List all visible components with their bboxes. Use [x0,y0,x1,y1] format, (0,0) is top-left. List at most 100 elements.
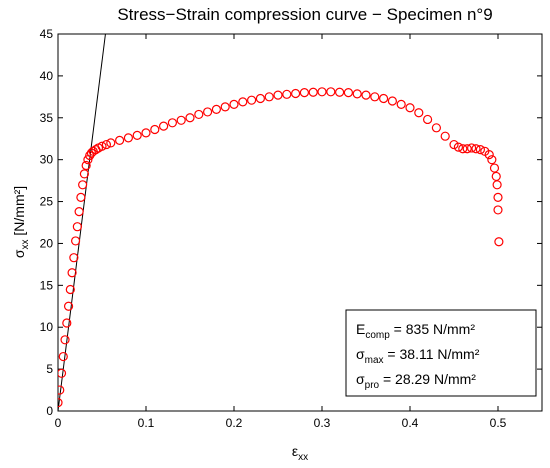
y-tick-label: 0 [46,404,53,418]
data-point [185,113,195,123]
data-point [467,143,477,153]
data-point [493,205,503,215]
data-point [462,144,472,154]
data-point [114,135,125,145]
data-point [343,88,353,98]
data-point [317,87,327,97]
data-point [69,253,79,263]
data-point [370,92,380,102]
y-axis-label: σxx [N/mm²] [11,186,31,258]
data-point [308,87,318,97]
data-point [60,335,70,345]
data-point [453,142,463,152]
data-point [414,108,424,118]
data-point [492,180,502,190]
data-point [81,160,91,171]
data-point [67,268,77,278]
data-point [475,145,485,155]
data-point [70,236,81,246]
elastic-fit-line-layer [58,34,106,411]
y-tick-label: 35 [40,111,54,125]
data-point [203,107,213,117]
data-point [132,130,142,140]
legend-entry-sigma-max: σmax = 38.11 N/mm² [356,346,480,366]
data-point [361,90,371,100]
data-point [58,351,68,362]
data-point [379,93,389,104]
x-tick-label: 0 [55,416,62,430]
data-point [72,222,82,232]
data-point [176,115,186,125]
data-point [335,87,345,97]
data-point [220,102,230,112]
data-point [282,89,292,99]
data-point [63,301,74,311]
legend-entry-ecomp: Ecomp = 835 N/mm² [356,321,475,341]
data-point [431,123,441,133]
x-tick-label: 0.5 [490,416,507,430]
legend-box: Ecomp = 835 N/mm² σmax = 38.11 N/mm² σpr… [345,309,537,397]
chart-title: Stress−Strain compression curve − Specim… [117,5,492,24]
data-point [487,155,497,165]
data-point [194,109,204,120]
data-point [238,97,248,107]
data-point [65,284,75,295]
data-point [396,99,406,109]
y-tick-label: 15 [40,278,54,292]
data-point [62,318,72,328]
data-point [229,99,239,109]
data-point [159,121,169,131]
y-tick-label: 40 [40,69,54,83]
data-point [299,88,309,98]
y-tick-label: 45 [40,27,54,41]
x-tick-label: 0.4 [402,416,419,430]
x-axis-label-main: ε [292,443,298,459]
data-point [211,104,221,115]
data-point [484,150,494,160]
x-tick-label: 0.1 [138,416,155,430]
data-point [247,95,257,105]
data-point [489,163,500,173]
data-point [440,131,450,141]
data-point [352,89,362,99]
data-point [58,398,63,408]
elastic-fit-line [58,34,106,411]
y-tick-label: 10 [40,320,54,334]
y-axis-ticks: 0 5 10 15 20 25 30 35 40 45 [40,27,542,418]
data-point [493,192,503,202]
data-point [291,88,301,99]
data-point [326,87,336,97]
y-tick-label: 5 [46,362,53,376]
data-markers-layer [58,87,506,408]
y-axis-label-main: σ [11,249,27,258]
data-point [255,93,265,104]
y-axis-label-unit: [N/mm²] [11,186,27,240]
legend-entry-sigma-pro: σpro = 28.29 N/mm² [356,371,476,391]
legend-frame [345,309,537,397]
x-axis-ticks: 0 0.1 0.2 0.3 0.4 0.5 [55,34,507,430]
plot-area-frame [57,33,543,412]
data-point [449,139,459,150]
data-point [405,103,415,113]
data-point [423,114,433,125]
x-tick-label: 0.3 [314,416,331,430]
data-point [97,141,107,151]
data-point [101,139,112,150]
data-point [458,144,468,154]
data-point [494,237,504,247]
y-tick-label: 30 [40,153,54,167]
data-point [491,171,501,182]
data-point [78,180,88,190]
x-axis-label: εxx [292,443,308,463]
data-point [106,138,116,148]
y-tick-label: 25 [40,195,54,209]
x-axis-label-sub: xx [298,452,308,463]
y-tick-label: 20 [40,236,54,250]
data-point [150,124,160,135]
data-point [76,192,86,202]
data-point [273,90,283,100]
x-tick-label: 0.2 [226,416,243,430]
data-point [387,96,397,106]
data-point [264,92,274,102]
